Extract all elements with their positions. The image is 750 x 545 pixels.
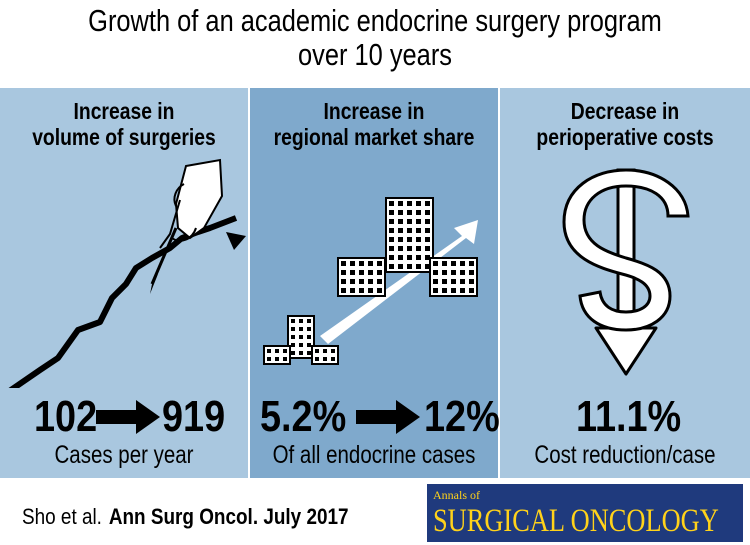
heading-line-2: regional market share [273,124,475,150]
journal-logo: Annals of SURGICAL ONCOLOGY [427,484,743,542]
heading-line-1: Decrease in [570,98,680,124]
volume-stat: 102 919 [0,392,248,442]
panel-surgery-volume: Increase in volume of surgeries 102 919 … [0,88,248,478]
cost-stat: 11.1% [500,392,750,442]
to-value: 919 [162,392,226,441]
panel-heading: Increase in volume of surgeries [20,98,228,150]
heading-line-1: Increase in [323,98,425,124]
right-arrow-icon [96,400,160,434]
logo-small-text: Annals of [433,488,480,502]
panel-costs: Decrease in perioperative costs 11.1% Co… [500,88,750,478]
large-building-icon [337,197,478,297]
small-building-icon [263,315,339,365]
market-stat: 5.2% 12% [250,392,500,442]
panel-heading: Increase in regional market share [270,98,478,150]
cost-value: 11.1% [576,392,682,441]
page-title: Growth of an academic endocrine surgery … [68,4,683,72]
growth-arrow-icon [320,220,478,344]
from-value: 102 [34,392,98,441]
hand-scalpel-icon [8,158,246,388]
citation-authors: Sho et al. [22,504,102,529]
from-value: 5.2% [260,392,347,441]
panel-heading: Decrease in perioperative costs [520,98,730,150]
hospital-buildings-icon [263,197,478,365]
heading-line-1: Increase in [73,98,175,124]
panel-market-share: Increase in regional market share 5.2% 1… [250,88,500,478]
panel-caption: Of all endocrine cases [272,441,476,469]
panel-caption: Cost reduction/case [534,441,716,469]
hand-icon [150,158,224,294]
logo-large-text: SURGICAL ONCOLOGY [433,503,719,539]
heading-line-2: volume of surgeries [32,124,216,150]
right-arrow-icon [356,400,420,434]
heading-line-2: perioperative costs [536,124,714,150]
citation: Sho et al. Ann Surg Oncol. July 2017 [22,504,349,530]
line-arrowhead-icon [226,232,246,250]
panel-caption: Cases per year [54,441,194,469]
rising-line-icon [8,215,238,388]
title-line-2: over 10 years [297,37,453,72]
dollar-down-arrow-icon [562,168,690,376]
title-line-1: Growth of an academic endocrine surgery … [88,3,662,38]
to-value: 12% [424,392,500,441]
citation-journal: Ann Surg Oncol. July 2017 [108,504,349,529]
